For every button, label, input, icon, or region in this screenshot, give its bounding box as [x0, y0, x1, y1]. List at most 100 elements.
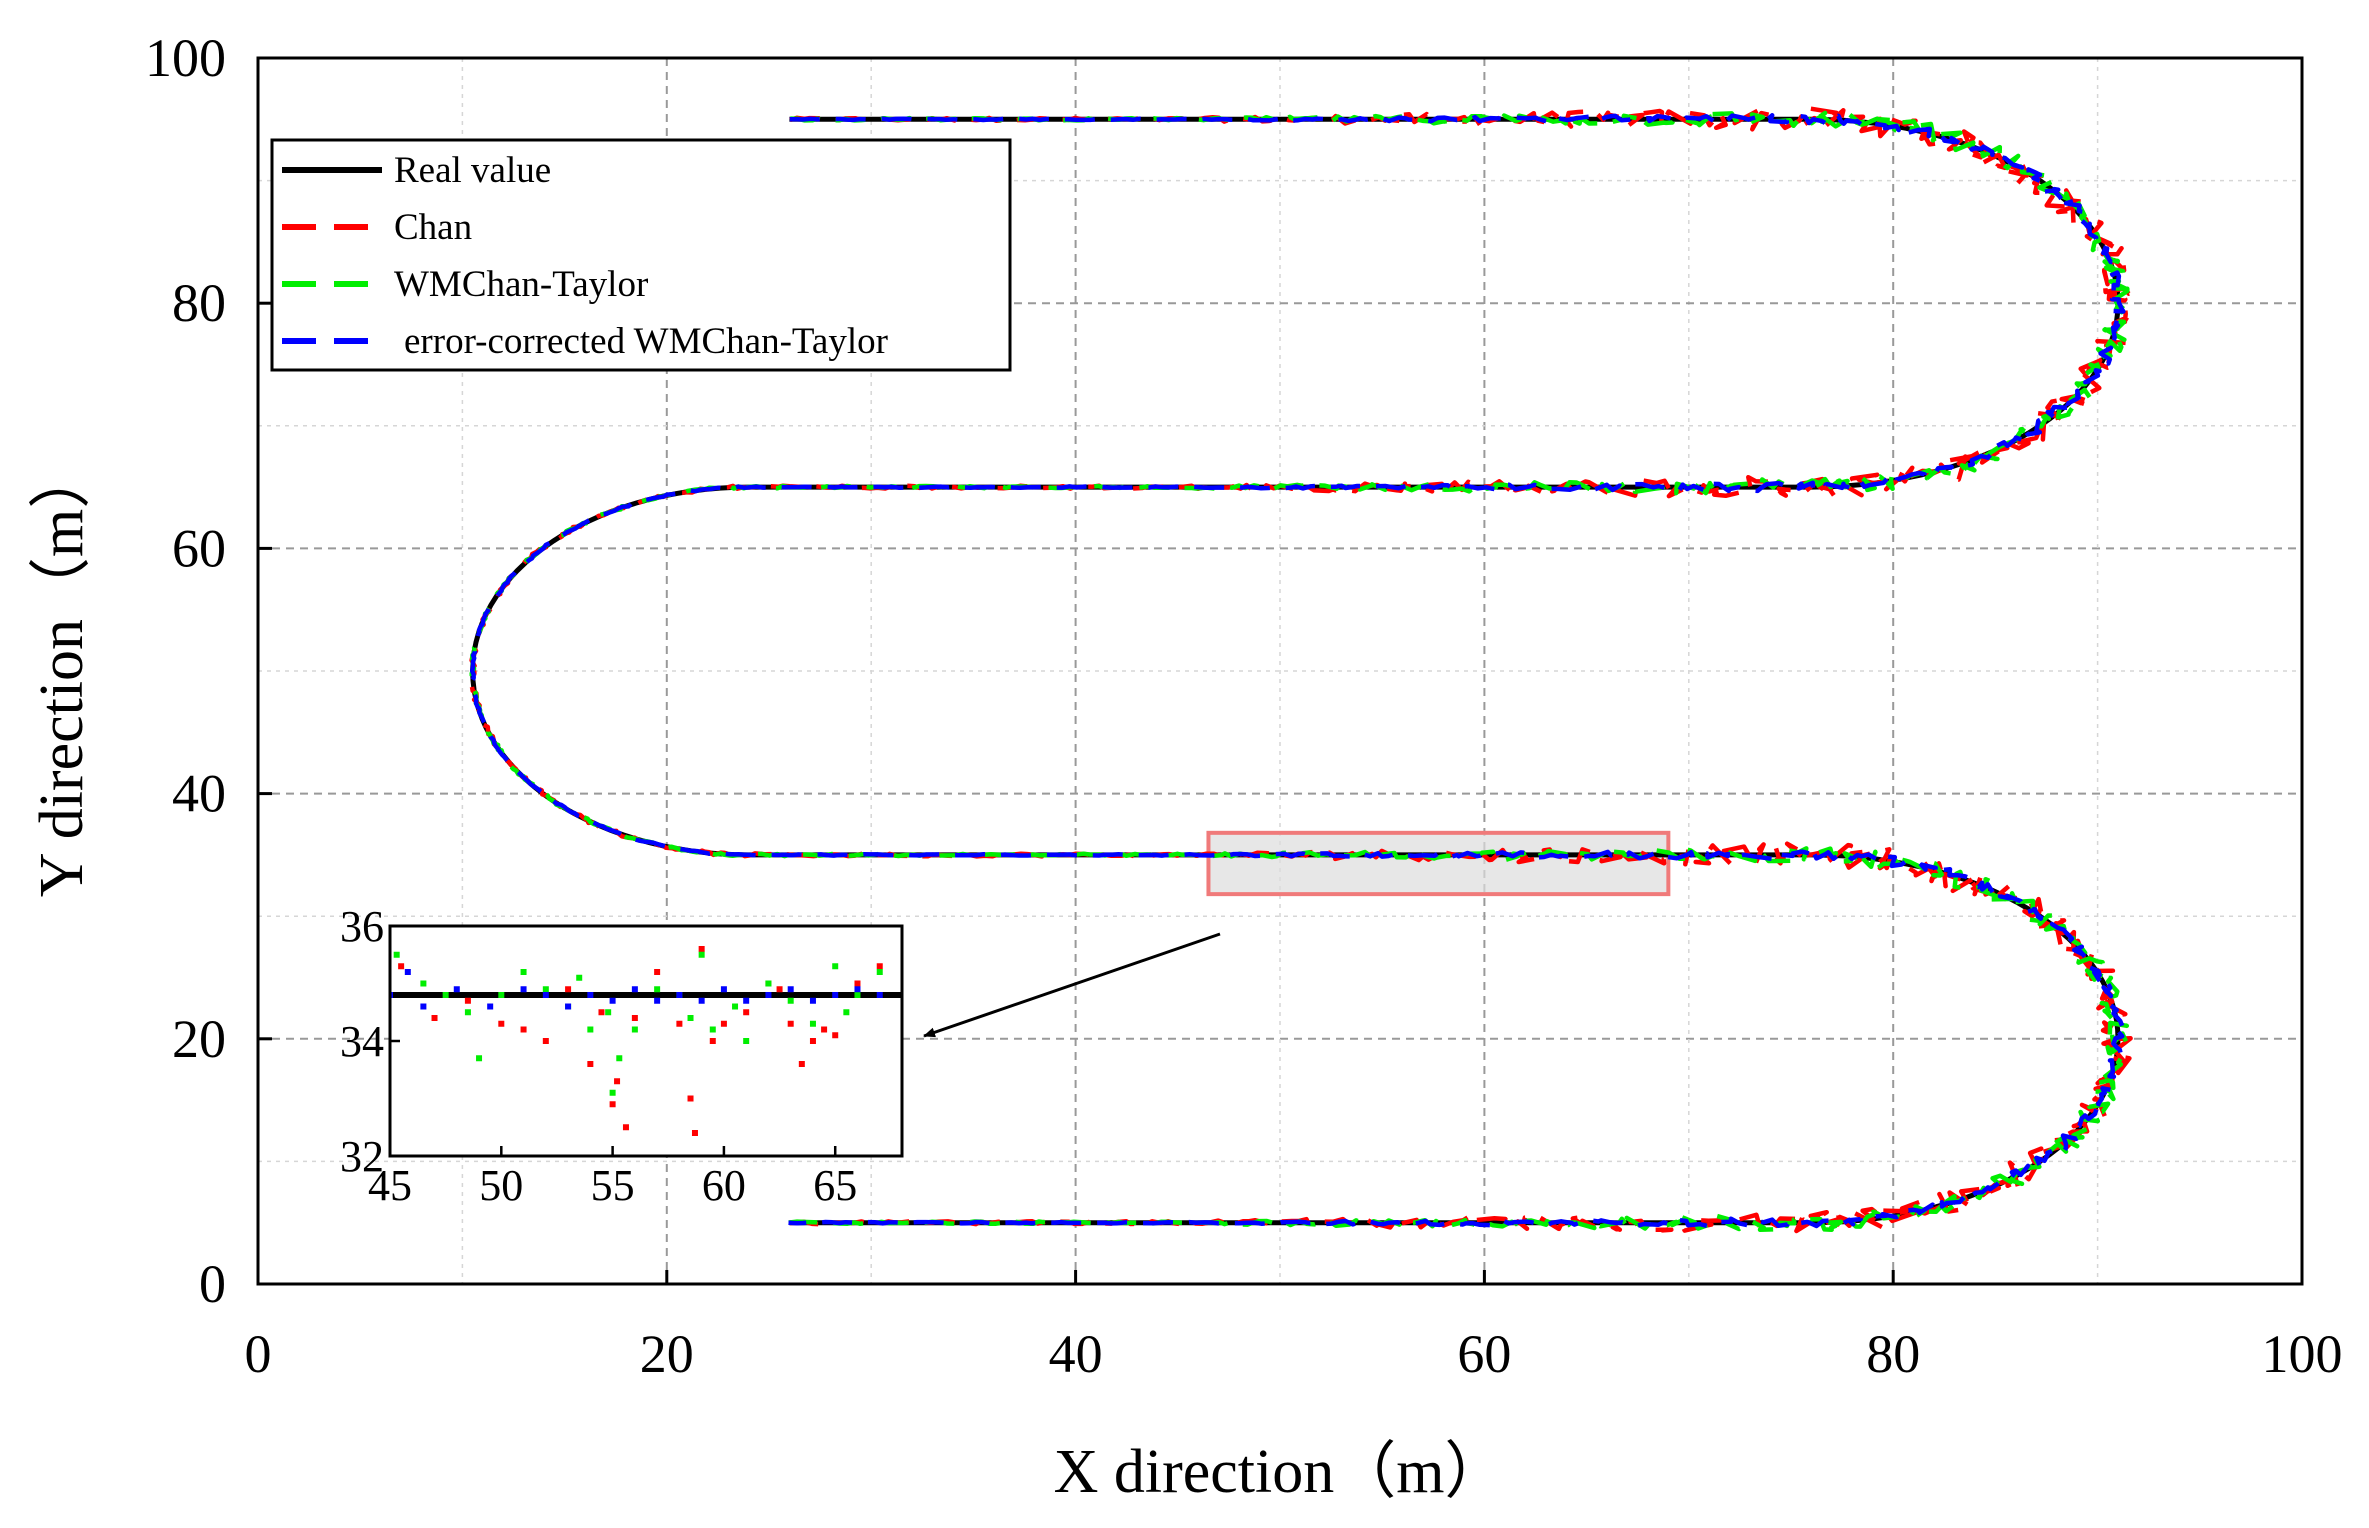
legend-label-chan: Chan	[394, 207, 472, 248]
inset-background	[390, 926, 902, 1156]
plot-area: 0 20 40 60 80 100 0 20 40 60 80 100	[145, 28, 2343, 1384]
inset-point-red	[821, 1026, 828, 1033]
inset-point-red	[832, 1032, 839, 1039]
inset-point-red	[787, 1020, 794, 1027]
x-axis-ticks: 0 20 40 60 80 100	[245, 1270, 2343, 1384]
inset-point-red	[798, 1061, 805, 1067]
trajectory-lines	[469, 106, 2134, 1234]
inset-point-blue	[854, 986, 861, 993]
inset-x-tick-label: 65	[813, 1161, 857, 1210]
inset-point-green	[876, 969, 883, 975]
plot-frame	[256, 56, 2304, 1286]
inset-point-green	[854, 992, 861, 998]
inset-point-blue	[565, 1003, 572, 1010]
zoom-region-box	[1206, 830, 1671, 897]
inset-point-blue	[487, 1003, 494, 1010]
y-tick-label: 80	[172, 273, 226, 333]
inset-point-red	[587, 1061, 594, 1067]
x-tick-label: 40	[1049, 1324, 1103, 1384]
inset-point-blue	[787, 986, 794, 993]
inset-point-blue	[654, 997, 661, 1004]
x-tick-label: 0	[245, 1324, 272, 1384]
inset-point-green	[809, 1020, 816, 1027]
inset-y-ticks: 32 34 36	[340, 902, 400, 1181]
inset-point-blue	[404, 969, 411, 975]
inset-point-green	[631, 1026, 638, 1033]
inset-point-red	[743, 1009, 750, 1016]
inset-point-blue	[698, 997, 705, 1004]
inset-point-green	[498, 992, 505, 998]
zoom-arrow	[923, 932, 1221, 1038]
grid-lines	[258, 58, 2302, 1284]
inset-point-red	[654, 969, 661, 975]
inset-point-blue	[832, 992, 839, 998]
inset-point-green	[787, 997, 794, 1004]
legend-entry-wmchan-taylor: WMChan-Taylor	[282, 264, 648, 305]
inset-point-blue	[743, 997, 750, 1004]
series-line-error-corrected	[469, 112, 2126, 1229]
inset-y-tick-label: 36	[340, 902, 384, 951]
legend-box	[270, 138, 1012, 372]
y-tick-label: 20	[172, 1009, 226, 1069]
inset-point-blue	[520, 986, 527, 993]
inset-point-red	[691, 1130, 698, 1136]
inset-point-blue	[631, 986, 638, 993]
inset-point-red	[598, 1009, 605, 1016]
legend-entry-chan: Chan	[282, 207, 472, 248]
x-axis-label: X direction（m）	[1054, 1438, 1507, 1506]
inset-point-green	[587, 1026, 594, 1033]
inset-point-green	[616, 1055, 623, 1062]
inset-point-red	[698, 946, 705, 952]
x-tick-label: 20	[640, 1324, 694, 1384]
legend-entry-error-corrected: error-corrected WMChan-Taylor	[282, 321, 888, 362]
inset-point-red	[631, 1015, 638, 1021]
x-tick-label: 80	[1866, 1324, 1920, 1384]
inset-point-red	[398, 963, 405, 970]
inset-point-red	[565, 986, 572, 993]
inset-x-tick-label: 50	[479, 1161, 523, 1210]
inset-point-blue	[765, 992, 772, 998]
inset-point-red	[542, 1038, 549, 1044]
legend-label-real-value: Real value	[394, 150, 551, 191]
inset-point-red	[720, 1020, 727, 1027]
inset-point-green	[743, 1038, 750, 1044]
inset-point-blue	[876, 992, 883, 998]
inset-point-green	[732, 1003, 739, 1010]
legend: Real value Chan WMChan-Taylor error-corr…	[270, 138, 1012, 372]
inset-point-green	[765, 980, 772, 987]
inset-point-green	[698, 951, 705, 958]
inset-point-red	[614, 1078, 621, 1085]
inset-point-green	[609, 1089, 616, 1096]
inset-point-green	[654, 986, 661, 993]
legend-label-wmchan-taylor: WMChan-Taylor	[394, 264, 648, 305]
inset-point-blue	[720, 986, 727, 993]
legend-label-error-corrected: error-corrected WMChan-Taylor	[404, 321, 888, 362]
inset-point-green	[832, 963, 839, 970]
inset-point-green	[420, 980, 427, 987]
inset-x-tick-label: 45	[368, 1161, 412, 1210]
inset-point-red	[609, 1101, 616, 1108]
inset-point-green	[393, 951, 400, 958]
inset-plot: 45 50 55 60 65 32 34 36	[340, 902, 904, 1210]
inset-x-tick-label: 60	[702, 1161, 746, 1210]
inset-point-red	[776, 986, 783, 993]
x-tick-label: 60	[1457, 1324, 1511, 1384]
inset-point-green	[520, 969, 527, 975]
y-axis-label: Y direction（m）	[28, 447, 96, 898]
inset-point-red	[520, 1026, 527, 1033]
inset-point-green	[687, 1015, 694, 1021]
inset-point-red	[676, 1020, 683, 1027]
y-tick-label: 60	[172, 518, 226, 578]
inset-point-red	[622, 1124, 629, 1131]
inset-point-red	[687, 1095, 694, 1102]
inset-point-green	[542, 986, 549, 993]
inset-point-red	[498, 1020, 505, 1027]
inset-point-blue	[453, 986, 460, 993]
inset-point-red	[431, 1015, 438, 1021]
inset-point-red	[709, 1038, 716, 1044]
inset-point-green	[605, 1009, 612, 1016]
legend-entry-real-value: Real value	[282, 150, 551, 191]
y-tick-label: 100	[145, 28, 226, 88]
inset-point-green	[442, 992, 449, 998]
